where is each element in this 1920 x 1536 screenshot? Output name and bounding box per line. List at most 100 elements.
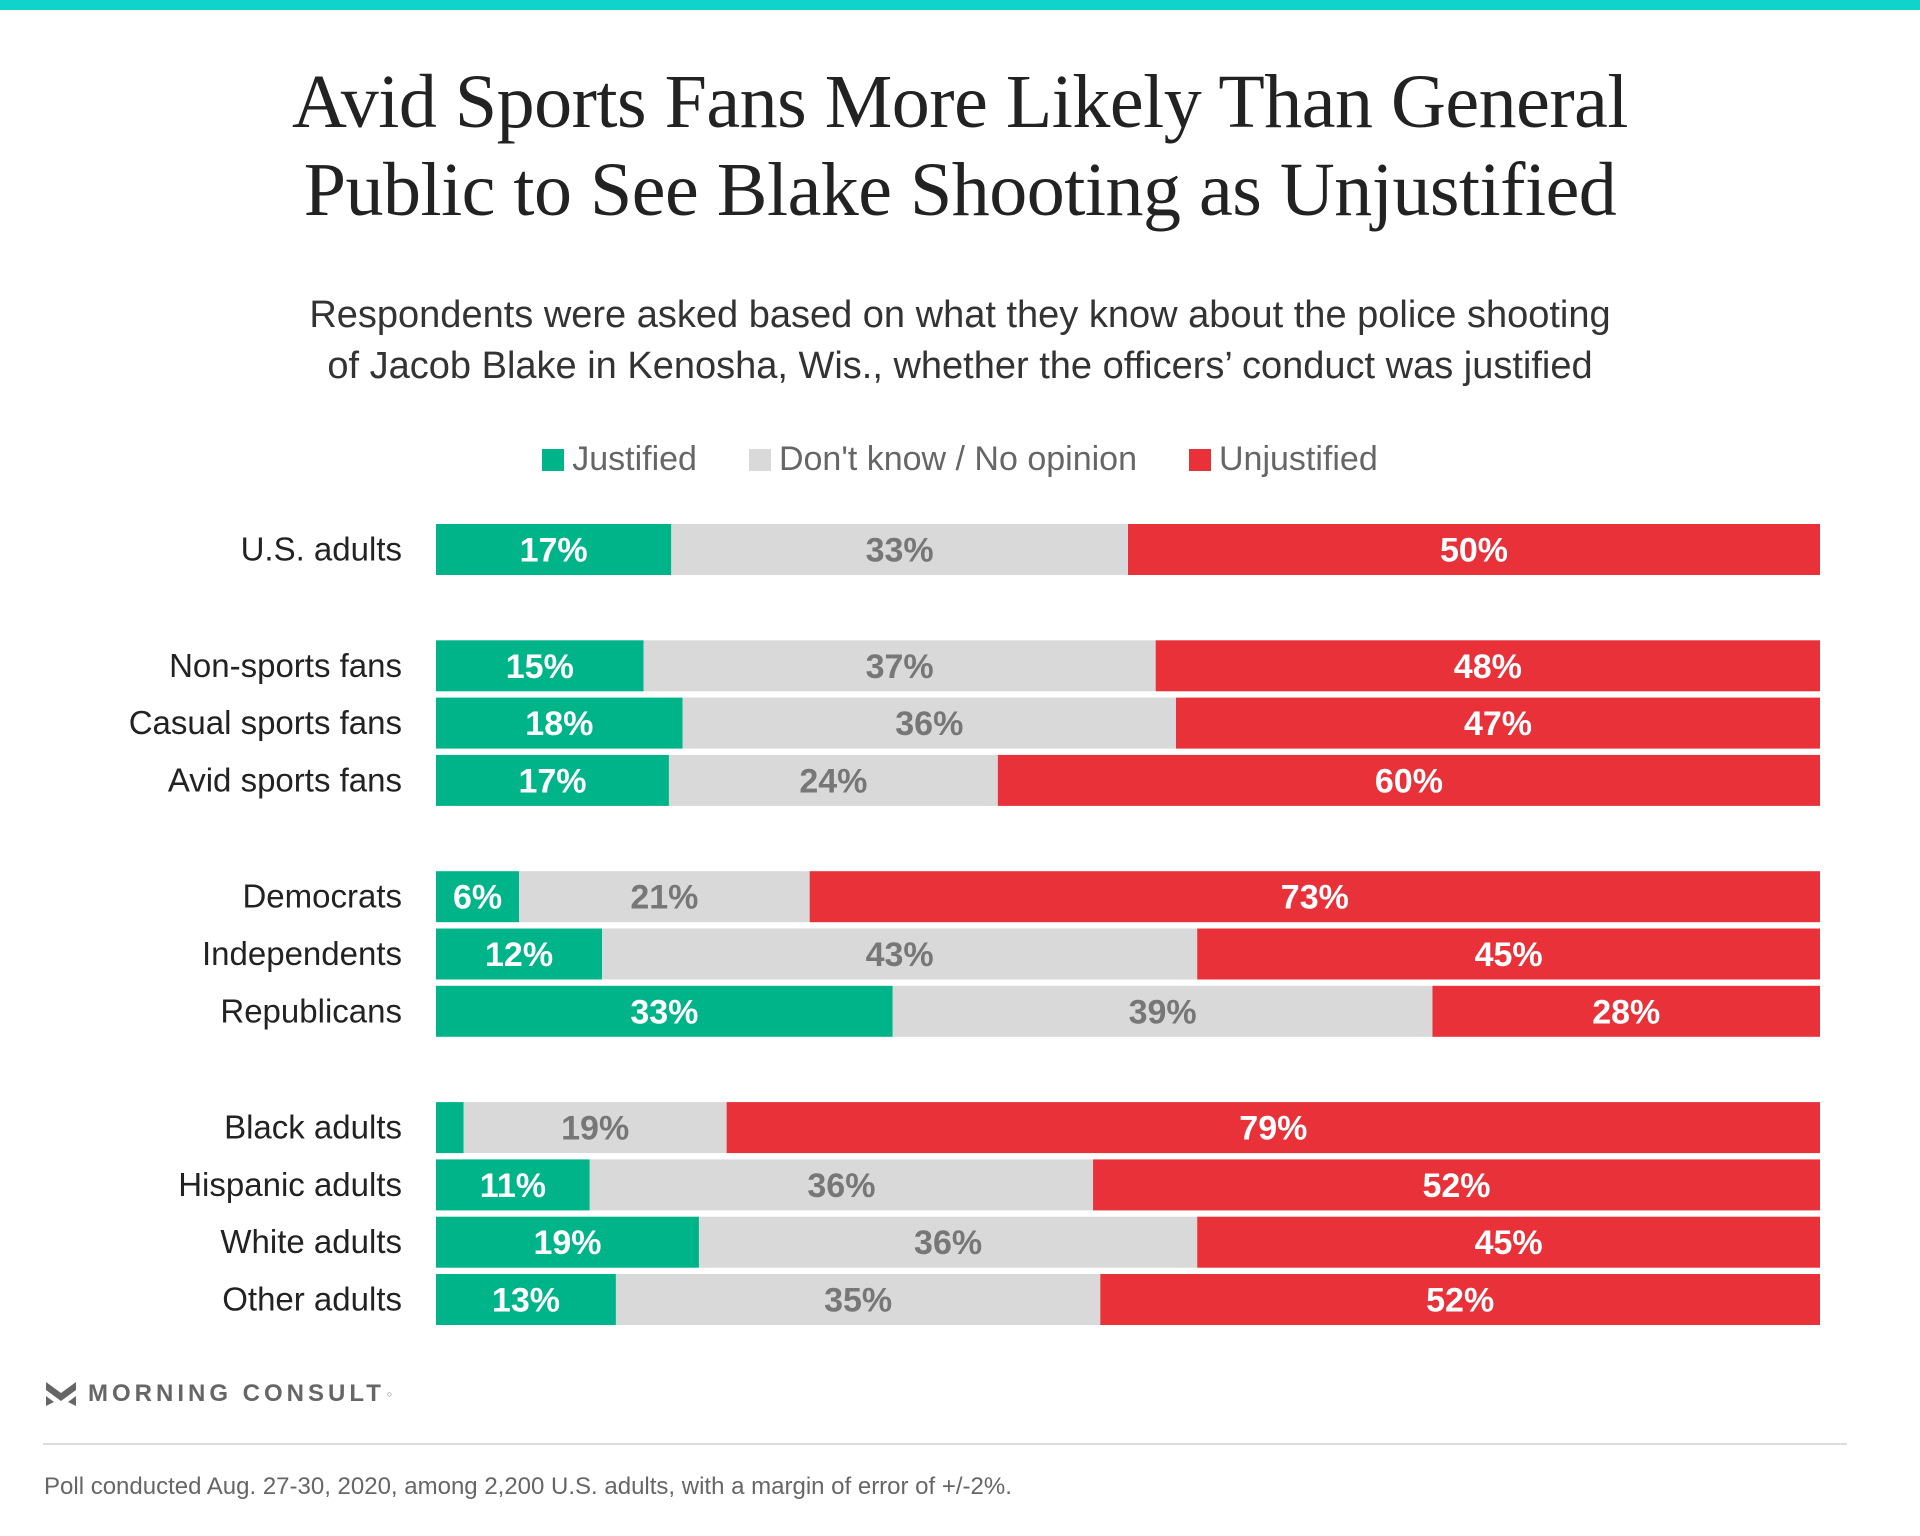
bar-row: Avid sports fans 17% 24% 60% [168,754,1820,806]
legend-swatch-dont-know [748,448,771,471]
category-label: Independents [202,935,402,972]
data-label-dont-know: 36% [895,705,963,743]
bar-segment-justified [436,754,669,806]
data-label-dont-know: 33% [866,532,934,570]
data-label-justified: 12% [485,936,553,974]
data-label-unjustified: 52% [1422,1167,1490,1205]
category-label: Hispanic adults [178,1166,402,1203]
bar-segment-dont-know [671,524,1128,575]
data-label-justified: 33% [630,993,698,1031]
bar-segment-unjustified [1093,1159,1820,1211]
category-label: U.S. adults [241,531,402,568]
bar-segment-justified [436,640,644,692]
accent-top-bar [0,0,1920,10]
category-label: Other adults [222,1281,402,1318]
bar-segment-dont-know [615,1274,1101,1325]
chart-title-line-2: Public to See Blake Shooting as Unjustif… [303,148,1617,232]
data-label-dont-know: 37% [866,648,934,686]
bar-row: Republicans 33% 39% 28% [220,985,1820,1037]
chart-subtitle: Respondents were asked based on what the… [0,290,1920,392]
data-label-unjustified: 60% [1375,762,1443,800]
legend-label-dont-know: Don't know / No opinion [778,440,1137,478]
data-label-dont-know: 24% [799,762,867,800]
category-label: Democrats [242,878,402,915]
chart-title-line-1: Avid Sports Fans More Likely Than Genera… [292,60,1629,144]
legend-label-justified: Justified [572,440,697,478]
legend-item-justified: Justified [542,440,697,479]
category-label: Avid sports fans [168,761,402,798]
legend-swatch-unjustified [1189,448,1211,471]
logo-text: MORNING CONSULT [88,1380,385,1407]
bar-segment-justified [436,928,603,980]
data-label-unjustified: 47% [1464,705,1532,743]
registered-mark-icon: ○ [386,1389,393,1399]
bar-row: White adults 19% 36% 45% [220,1216,1820,1268]
data-label-justified: 15% [506,648,574,686]
category-label: Casual sports fans [129,704,402,741]
footer-divider [43,1443,1847,1445]
legend-swatch-justified [542,448,565,471]
bar-segment-unjustified [1432,985,1820,1037]
data-label-unjustified: 50% [1440,532,1508,570]
data-label-dont-know: 36% [914,1224,982,1262]
data-label-dont-know: 36% [807,1167,875,1205]
bar-row: Black adults 19% 79% [224,1102,1820,1154]
data-label-dont-know: 43% [866,936,934,974]
bar-segment-unjustified [997,754,1820,806]
bar-row: U.S. adults 17% 33% 50% [241,524,1820,575]
bar-segment-unjustified [1197,1216,1820,1268]
category-label: Black adults [224,1109,402,1146]
bar-segment-unjustified [1100,1274,1820,1325]
bar-segment-unjustified [1128,524,1820,575]
morning-consult-logo-icon [46,1382,76,1406]
bar-segment-dont-know [643,640,1156,692]
data-label-dont-know: 21% [630,879,698,917]
data-label-justified: 11% [480,1167,546,1205]
bar-segment-unjustified [1155,640,1820,692]
bar-segment-unjustified [1197,928,1820,980]
bar-segment-dont-know [682,697,1176,749]
bar-row: Casual sports fans 18% 36% 47% [129,697,1820,749]
data-label-justified: 17% [520,532,588,570]
bar-segment-justified [436,985,893,1037]
data-label-unjustified: 48% [1454,648,1522,686]
bar-segment-dont-know [698,1216,1198,1268]
data-label-justified: 13% [492,1282,560,1320]
data-label-dont-know: 19% [561,1110,629,1148]
bar-segment-dont-know [892,985,1433,1037]
data-label-unjustified: 73% [1281,879,1349,917]
legend-label-unjustified: Unjustified [1219,440,1378,478]
bar-segment-dont-know [602,928,1198,980]
chart-title: Avid Sports Fans More Likely Than Genera… [0,58,1920,234]
bar-row: Non-sports fans 15% 37% 48% [169,640,1820,692]
data-label-dont-know: 35% [824,1282,892,1320]
data-label-dont-know: 39% [1129,993,1197,1031]
bar-segment-unjustified [809,871,1820,923]
data-label-justified: 6% [453,879,502,917]
bar-segment-dont-know [668,754,998,806]
chart-subtitle-line-2: of Jacob Blake in Kenosha, Wis., whether… [327,345,1593,387]
legend-item-dont-know: Don't know / No opinion [748,440,1137,479]
bar-segment-unjustified [1175,697,1820,749]
bar-segment-dont-know [519,871,810,923]
bar-row: Other adults 13% 35% 52% [222,1274,1820,1325]
category-label: Non-sports fans [169,647,402,684]
bar-segment-dont-know [463,1102,727,1154]
bar-row: Hispanic adults 11% 36% 52% [178,1159,1820,1211]
data-label-unjustified: 52% [1426,1282,1494,1320]
category-label: White adults [220,1223,402,1260]
bar-segment-justified [436,871,520,923]
bar-segment-justified [436,524,672,575]
data-label-justified: 18% [525,705,593,743]
data-label-unjustified: 28% [1592,993,1660,1031]
bar-segment-justified [436,697,683,749]
bar-segment-justified [436,1216,699,1268]
bar-segment-justified [436,1102,464,1154]
bar-row: Democrats 6% 21% 73% [242,871,1820,923]
data-label-unjustified: 45% [1475,1224,1543,1262]
data-label-unjustified: 79% [1239,1110,1307,1148]
bar-segment-dont-know [589,1159,1094,1211]
data-label-justified: 19% [533,1224,601,1262]
data-label-justified: 17% [518,762,586,800]
